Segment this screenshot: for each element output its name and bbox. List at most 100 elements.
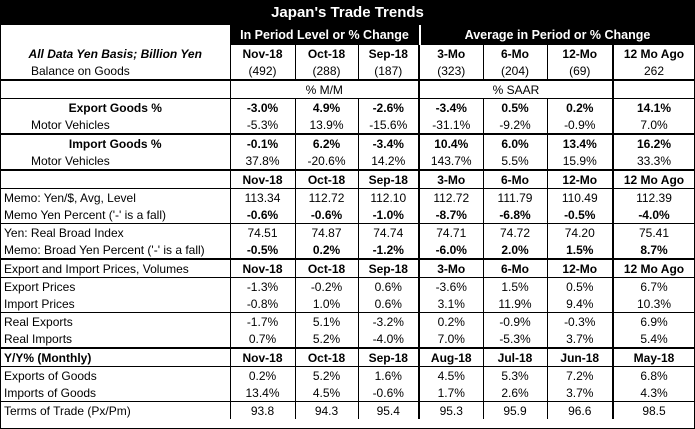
section-label — [1, 169, 230, 189]
value-cell: 15.9% — [546, 152, 613, 170]
value-cell: 1.5% — [482, 277, 547, 295]
value-cell: 1.7% — [418, 384, 483, 402]
value-cell: (288) — [294, 62, 358, 80]
value-cell: (69) — [546, 62, 613, 80]
value-cell: -4.0% — [357, 330, 419, 348]
value-cell: 1.5% — [546, 241, 613, 259]
value-cell: 0.6% — [357, 277, 419, 295]
blank-cell — [612, 79, 694, 99]
column-header: 12-Mo — [546, 169, 613, 189]
value-cell: 3.1% — [418, 295, 483, 313]
table-row-exp_prices: Export Prices -1.3% -0.2% 0.6% -3.6% 1.5% 0.5%… — [1, 277, 694, 295]
value-cell: -0.9% — [482, 312, 547, 330]
row-label: Import Prices — [4, 296, 75, 311]
value-cell: -1.7% — [229, 312, 295, 330]
value-cell: -5.3% — [229, 116, 295, 134]
value-cell: 4.5% — [294, 384, 358, 402]
table-row-imp_motor: Motor Vehicles 37.8% -20.6% 14.2% 143.7% 5.5%… — [1, 152, 694, 170]
value-cell: 3.7% — [546, 384, 613, 402]
column-header: Nov-18 — [229, 45, 295, 62]
value-cell: -3.6% — [418, 277, 483, 295]
row-label: Yen: Real Broad Index — [1, 223, 230, 241]
column-header: Nov-18 — [229, 169, 295, 189]
value-cell: 0.2% — [546, 98, 613, 116]
subheader-saar: % SAAR — [418, 79, 613, 99]
value-cell: -8.7% — [418, 206, 483, 224]
row-label: Memo Yen Percent ('-' is a fall) — [4, 207, 166, 222]
value-cell: 13.9% — [294, 116, 358, 134]
column-header: 12-Mo — [546, 45, 613, 62]
column-header: Oct-18 — [294, 347, 358, 367]
column-header: Nov-18 — [229, 258, 295, 278]
value-cell: -3.4% — [357, 133, 419, 152]
value-cell: 110.49 — [546, 188, 613, 206]
value-cell: -0.9% — [546, 116, 613, 134]
column-header: 12 Mo Ago — [612, 169, 694, 189]
row-label: Export Goods % — [1, 98, 230, 116]
column-header: Sep-18 — [357, 347, 419, 367]
value-cell: 95.3 — [418, 401, 483, 419]
row-label: Motor Vehicles — [31, 117, 110, 132]
value-cell: (323) — [418, 62, 483, 80]
value-cell: 6.2% — [294, 133, 358, 152]
value-cell: 74.51 — [229, 223, 295, 241]
column-header-row: All Data Yen Basis; Billion Yen Nov-18 Oct… — [1, 45, 694, 62]
row-label: Exports of Goods — [1, 366, 230, 384]
table-row-imports: Import Goods % -0.1% 6.2% -3.4% 10.4% 6.0% 13.… — [1, 133, 694, 152]
value-cell: 0.2% — [294, 241, 358, 259]
value-cell: -4.0% — [612, 206, 694, 224]
row-label: Import Goods % — [1, 133, 230, 152]
column-header: 6-Mo — [482, 258, 547, 278]
header-row-prices: Export and Import Prices, Volumes Nov-18 O… — [1, 258, 694, 278]
value-cell: 7.2% — [546, 366, 613, 384]
table-row-exports: Export Goods % -3.0% 4.9% -2.6% -3.4% 0.5% 0.2… — [1, 98, 694, 116]
value-cell: 112.10 — [357, 188, 419, 206]
value-cell: 14.1% — [612, 98, 694, 116]
column-header: Nov-18 — [229, 347, 295, 367]
value-cell: 11.9% — [482, 295, 547, 313]
value-cell: -5.3% — [482, 330, 547, 348]
value-cell: 2.0% — [482, 241, 547, 259]
value-cell: (204) — [482, 62, 547, 80]
value-cell: 1.0% — [294, 295, 358, 313]
table-row-goods_exp: Exports of Goods 0.2% 5.2% 1.6% 4.5% 5.3% 7.2%… — [1, 366, 694, 384]
value-cell: 5.2% — [294, 366, 358, 384]
table-row-exp_motor: Motor Vehicles -5.3% 13.9% -15.6% -31.1% -9.2… — [1, 116, 694, 134]
table-row-balance: Balance on Goods (492) (288) (187) (323) (204… — [1, 62, 694, 80]
value-cell: 0.7% — [229, 330, 295, 348]
value-cell: 4.9% — [294, 98, 358, 116]
value-cell: 112.72 — [294, 188, 358, 206]
value-cell: -3.2% — [357, 312, 419, 330]
value-cell: 3.7% — [546, 330, 613, 348]
value-cell: 6.0% — [482, 133, 547, 152]
value-cell: 4.3% — [612, 384, 694, 402]
value-cell: -6.8% — [482, 206, 547, 224]
table-row-broad_pct: Memo: Broad Yen Percent ('-' is a fall) -… — [1, 241, 694, 259]
value-cell: (492) — [229, 62, 295, 80]
value-cell: 0.5% — [482, 98, 547, 116]
value-cell: -31.1% — [418, 116, 483, 134]
value-cell: 0.2% — [229, 366, 295, 384]
value-cell: -0.1% — [229, 133, 295, 152]
value-cell: 7.0% — [418, 330, 483, 348]
column-header: 3-Mo — [418, 258, 483, 278]
value-cell: -0.3% — [546, 312, 613, 330]
column-header: Oct-18 — [294, 45, 358, 62]
table-row-goods_imp: Imports of Goods 13.4% 4.5% -0.6% 1.7% 2.6% 3.… — [1, 384, 694, 402]
value-cell: -0.2% — [294, 277, 358, 295]
value-cell: 93.8 — [229, 401, 295, 419]
basis-label: All Data Yen Basis; Billion Yen — [28, 46, 202, 61]
table-row-real_imp: Real Imports 0.7% 5.2% -4.0% 7.0% -5.3% 3.7% 5.… — [1, 330, 694, 348]
value-cell: -6.0% — [418, 241, 483, 259]
column-header: Aug-18 — [418, 347, 483, 367]
column-header: Oct-18 — [294, 258, 358, 278]
value-cell: 16.2% — [612, 133, 694, 152]
row-label: Memo: Broad Yen Percent ('-' is a fall) — [4, 242, 205, 257]
column-header: Sep-18 — [357, 258, 419, 278]
blank-cell — [1, 79, 230, 99]
value-cell: 94.3 — [294, 401, 358, 419]
value-cell: 2.6% — [482, 384, 547, 402]
header-average-period: Average in Period or % Change — [421, 25, 694, 45]
value-cell: 75.41 — [612, 223, 694, 241]
column-header: 3-Mo — [418, 169, 483, 189]
